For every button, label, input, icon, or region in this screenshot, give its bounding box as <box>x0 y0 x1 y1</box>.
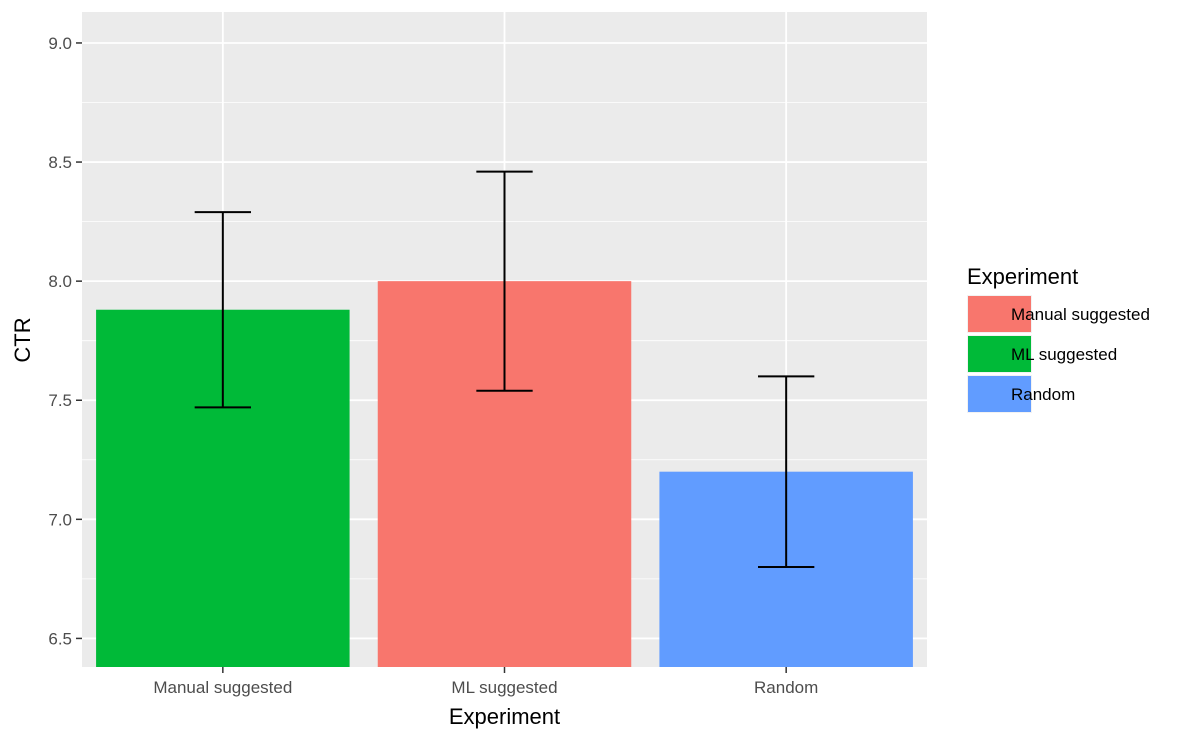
error-bar <box>476 170 533 392</box>
y-tick-label: 9.0 <box>48 34 72 53</box>
legend-item: Random <box>967 375 1075 413</box>
legend-item: Manual suggested <box>967 295 1150 333</box>
x-axis-title: Experiment <box>449 704 560 729</box>
legend-swatch <box>968 336 1031 372</box>
x-tick-label: Random <box>754 678 818 697</box>
y-tick-label: 6.5 <box>48 629 72 648</box>
y-axis-title: CTR <box>10 317 35 362</box>
error-bar <box>194 211 251 409</box>
legend-swatch <box>968 376 1031 412</box>
x-axis: Manual suggested ML suggested Random <box>153 667 818 697</box>
legend-label: Random <box>1011 385 1075 404</box>
y-tick-label: 7.5 <box>48 391 72 410</box>
y-tick-label: 8.0 <box>48 272 72 291</box>
error-bars <box>194 170 815 568</box>
legend-item: ML suggested <box>967 335 1117 373</box>
y-axis: 6.5 7.0 7.5 8.0 8.5 9.0 <box>48 34 82 648</box>
y-tick-label: 7.0 <box>48 510 72 529</box>
legend: Experiment Manual suggested ML suggested R… <box>967 264 1150 413</box>
legend-label: Manual suggested <box>1011 305 1150 324</box>
legend-label: ML suggested <box>1011 345 1117 364</box>
x-tick-label: Manual suggested <box>153 678 292 697</box>
x-tick-label: ML suggested <box>451 678 557 697</box>
legend-swatch <box>968 296 1031 332</box>
legend-title: Experiment <box>967 264 1078 289</box>
error-bar <box>758 375 815 568</box>
y-tick-label: 8.5 <box>48 153 72 172</box>
